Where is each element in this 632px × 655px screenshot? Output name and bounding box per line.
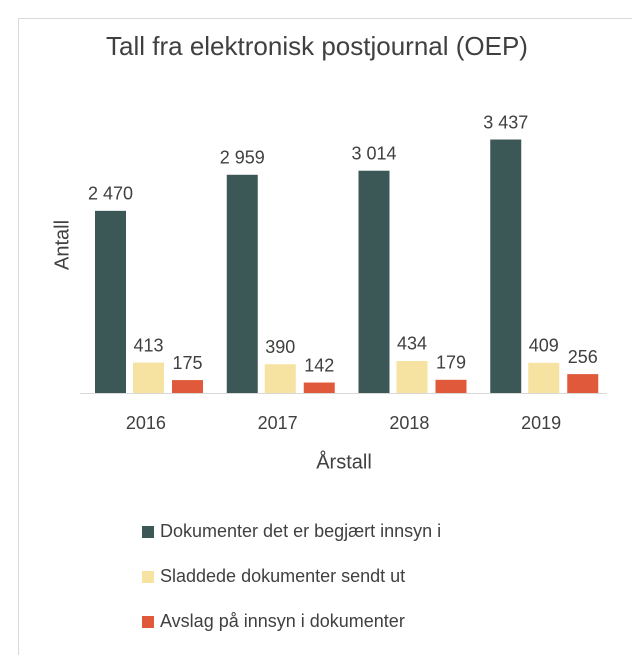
bar [264,364,296,393]
chart-title: Tall fra elektronisk postjournal (OEP) [106,31,528,61]
bar [172,380,203,393]
data-label: 409 [529,336,559,356]
x-tick-label: 2018 [389,413,429,433]
bar [528,362,560,393]
bar [358,170,390,393]
data-label: 3 014 [351,143,396,163]
data-label: 390 [265,337,295,357]
x-tick-label: 2019 [521,413,561,433]
bar [226,174,258,393]
legend-swatch [142,526,154,538]
data-label: 142 [304,355,334,375]
chart-frame [18,18,632,655]
legend-swatch [142,571,154,583]
data-label: 175 [172,353,202,373]
data-label: 413 [133,335,163,355]
data-label: 256 [568,347,598,367]
x-axis-title: Årstall [316,450,372,473]
data-label: 434 [397,334,427,354]
legend-label: Sladdede dokumenter sendt ut [160,566,405,586]
data-label: 3 437 [483,112,528,132]
data-label: 2 959 [220,148,265,168]
bar [133,362,164,393]
bar [567,374,599,393]
legend-label: Avslag på innsyn i dokumenter [160,611,405,631]
x-tick-label: 2017 [258,413,298,433]
data-label: 179 [436,353,466,373]
x-tick-label: 2016 [126,413,166,433]
bar [435,379,467,393]
legend-swatch [142,616,154,628]
bar [95,210,126,393]
bar [490,139,522,393]
data-label: 2 470 [88,184,133,204]
legend-label: Dokumenter det er begjært innsyn i [160,521,441,541]
bar [396,360,428,393]
bar [303,382,335,393]
y-axis-title: Antall [51,220,73,270]
